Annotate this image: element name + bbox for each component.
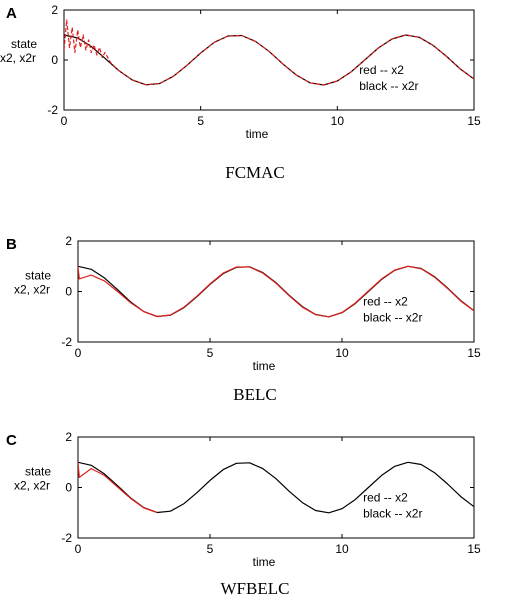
- x-tick-label: 0: [75, 346, 82, 360]
- x-tick-label: 0: [75, 542, 82, 556]
- panel-label: B: [6, 236, 17, 253]
- legend-entry: black -- x2r: [363, 507, 422, 521]
- series-line-x2: [78, 462, 158, 514]
- x-tick-label: 5: [207, 542, 214, 556]
- y-tick-label: -2: [61, 531, 72, 545]
- y-tick-label: 2: [51, 3, 58, 17]
- legend-entry: red -- x2: [363, 295, 408, 309]
- panel-caption: WFBELC: [220, 579, 290, 598]
- x-tick-label: 10: [335, 542, 349, 556]
- y-axis-label: x2, x2r: [14, 283, 50, 297]
- series-line-x2: [78, 265, 474, 318]
- x-tick-label: 15: [467, 346, 481, 360]
- y-tick-label: 2: [65, 234, 72, 248]
- y-tick-label: -2: [47, 103, 58, 117]
- plot-frame: [77, 240, 475, 343]
- x-axis-label: time: [246, 127, 269, 141]
- x-axis-label: time: [253, 555, 276, 569]
- panel-caption: FCMAC: [225, 163, 285, 182]
- y-axis-label: x2, x2r: [0, 51, 36, 65]
- y-tick-label: 0: [65, 285, 72, 299]
- y-tick-label: 0: [65, 481, 72, 495]
- x-tick-label: 15: [467, 114, 481, 128]
- x-tick-label: 10: [335, 346, 349, 360]
- x-tick-label: 15: [467, 542, 481, 556]
- y-axis-label: state: [25, 269, 51, 283]
- legend-entry: red -- x2: [359, 63, 404, 77]
- plot-frame: [77, 436, 475, 539]
- x-tick-label: 0: [61, 114, 68, 128]
- y-tick-label: 2: [65, 430, 72, 444]
- x-tick-label: 5: [207, 346, 214, 360]
- legend-entry: black -- x2r: [363, 311, 422, 325]
- y-tick-label: -2: [61, 335, 72, 349]
- panel-caption: BELC: [233, 385, 277, 404]
- series-line-x2: [64, 19, 474, 86]
- series-line-x2r: [78, 265, 474, 318]
- series-line-x2r: [64, 34, 474, 86]
- panel-label: A: [6, 5, 17, 22]
- x-axis-label: time: [253, 359, 276, 373]
- y-tick-label: 0: [51, 53, 58, 67]
- plot-frame: [63, 9, 475, 111]
- y-axis-label: state: [11, 37, 37, 51]
- series-line-x2r: [78, 461, 474, 514]
- legend-entry: black -- x2r: [359, 79, 418, 93]
- y-axis-label: x2, x2r: [14, 479, 50, 493]
- x-tick-label: 5: [197, 114, 204, 128]
- panel-label: C: [6, 432, 17, 449]
- y-axis-label: state: [25, 465, 51, 479]
- legend-entry: red -- x2: [363, 491, 408, 505]
- x-tick-label: 10: [331, 114, 345, 128]
